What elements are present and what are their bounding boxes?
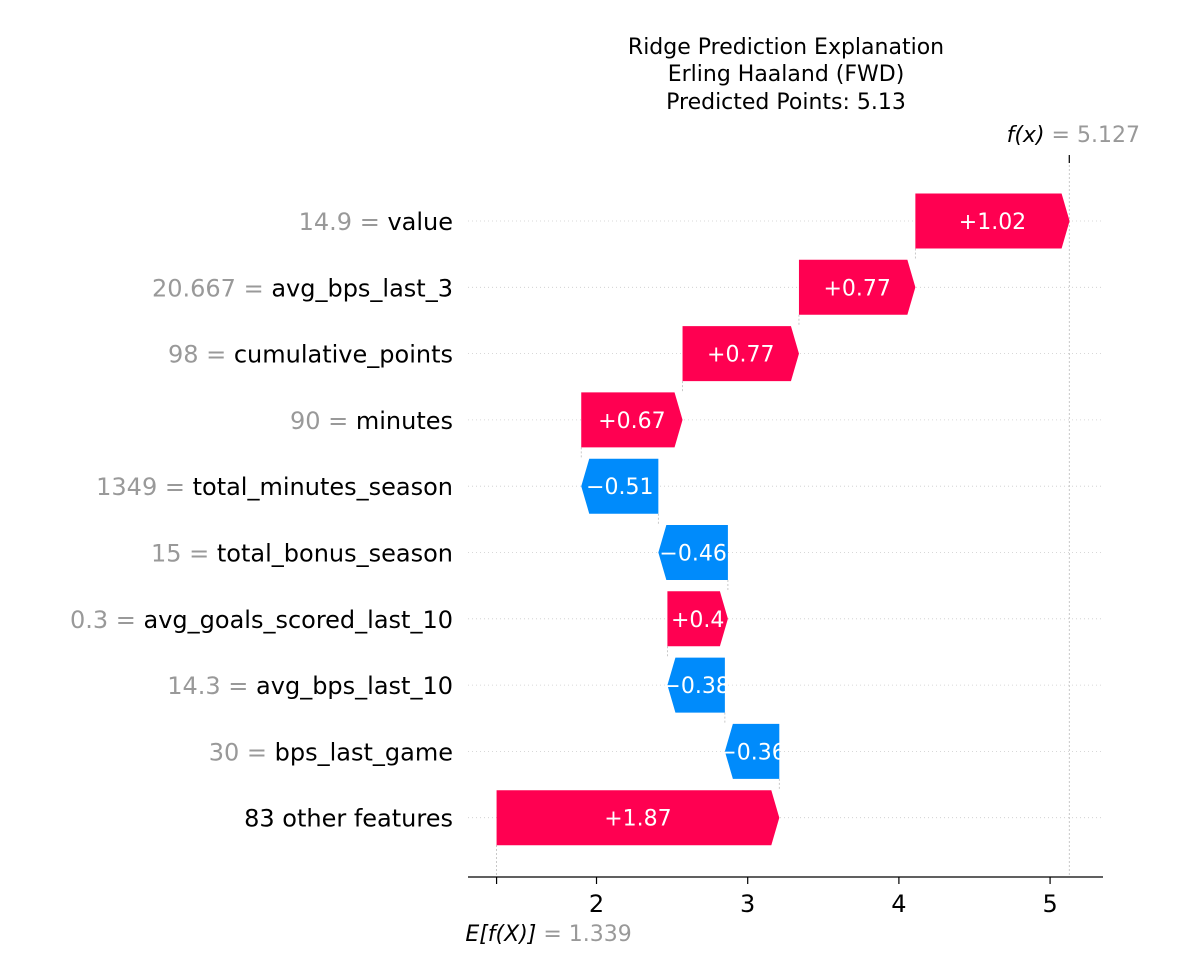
feature-value: 14.9 = — [299, 208, 388, 236]
feature-value: 0.3 = — [70, 606, 144, 634]
feature-label: 15 = total_bonus_season — [151, 540, 453, 568]
bar-value-label: +0.67 — [598, 409, 665, 434]
feature-label: 30 = bps_last_game — [209, 738, 453, 766]
feature-name: avg_bps_last_3 — [271, 274, 453, 302]
contribution-bar — [682, 326, 799, 382]
x-tick-label: 4 — [891, 890, 906, 918]
feature-name: value — [387, 208, 453, 236]
contribution-bar — [581, 392, 683, 448]
feature-name: minutes — [356, 407, 453, 435]
contribution-bar — [658, 525, 728, 580]
feature-name: bps_last_game — [275, 738, 453, 766]
feature-labels: 14.9 = value 20.667 = avg_bps_last_3 98 = … — [70, 208, 453, 833]
feature-value: 20.667 = — [152, 274, 271, 302]
feature-value: 14.3 = — [167, 672, 256, 700]
feature-label: 14.3 = avg_bps_last_10 — [167, 672, 453, 700]
feature-name: 83 other features — [244, 805, 453, 833]
row-gridlines — [468, 157, 1103, 877]
value-annotations: f(x) = 5.127 E[f(X)] = 1.339 — [465, 123, 1140, 947]
contribution-bars: +1.02 +0.77 +0.77 +0.67 −0.51 −0.46 +0.4 −0.38 −… — [496, 193, 1070, 846]
fx-label: f(x) — [1007, 123, 1052, 148]
feature-value: 90 = — [290, 407, 356, 435]
feature-label: 0.3 = avg_goals_scored_last_10 — [70, 606, 453, 634]
feature-value: 15 = — [151, 540, 217, 568]
title-line-2: Erling Haaland (FWD) — [668, 62, 905, 87]
bar-value-label: −0.46 — [659, 542, 726, 567]
bar-value-label: +0.77 — [823, 276, 890, 301]
bar-value-label: −0.51 — [586, 475, 653, 500]
feature-value: 98 = — [168, 341, 234, 369]
contribution-bar — [724, 723, 780, 779]
feature-name: avg_bps_last_10 — [256, 672, 453, 700]
bar-value-label: +0.77 — [707, 343, 774, 368]
efx-value: = 1.339 — [543, 922, 631, 947]
bar-value-label: −0.38 — [662, 674, 729, 699]
fx-annotation: f(x) = 5.127 — [1007, 123, 1140, 148]
bar-value-label: +1.02 — [959, 210, 1026, 235]
feature-name: avg_goals_scored_last_10 — [144, 606, 454, 634]
feature-name: cumulative_points — [234, 341, 453, 369]
contribution-bar — [581, 458, 659, 514]
bar-value-label: −0.36 — [718, 740, 785, 765]
x-tick-label: 2 — [589, 890, 604, 918]
feature-name: total_minutes_season — [193, 473, 453, 501]
title-line-1: Ridge Prediction Explanation — [628, 35, 944, 60]
bar-value-label: +1.87 — [604, 807, 671, 832]
feature-label: 14.9 = value — [299, 208, 453, 236]
efx-annotation: E[f(X)] = 1.339 — [465, 922, 631, 947]
contribution-bar — [496, 790, 780, 846]
x-tick-label: 5 — [1042, 890, 1057, 918]
feature-name: total_bonus_season — [217, 540, 453, 568]
fx-value: = 5.127 — [1052, 123, 1140, 148]
chart-title: Ridge Prediction Explanation Erling Haal… — [628, 35, 944, 115]
title-line-3: Predicted Points: 5.13 — [666, 90, 906, 115]
feature-label: 20.667 = avg_bps_last_3 — [152, 274, 453, 302]
x-tick-label: 3 — [740, 890, 755, 918]
feature-label: 83 other features — [244, 805, 453, 833]
bar-value-label: +0.4 — [671, 608, 724, 633]
contribution-bar — [667, 591, 728, 647]
contribution-bar — [915, 193, 1070, 249]
contribution-bar — [667, 657, 725, 713]
x-axis: 2 3 4 5 — [468, 155, 1103, 918]
contribution-bar — [798, 259, 916, 315]
feature-label: 1349 = total_minutes_season — [96, 473, 453, 501]
feature-label: 90 = minutes — [290, 407, 453, 435]
feature-label: 98 = cumulative_points — [168, 341, 453, 369]
feature-value: 30 = — [209, 738, 275, 766]
feature-value: 1349 = — [96, 473, 192, 501]
efx-label: E[f(X)] — [465, 922, 543, 947]
